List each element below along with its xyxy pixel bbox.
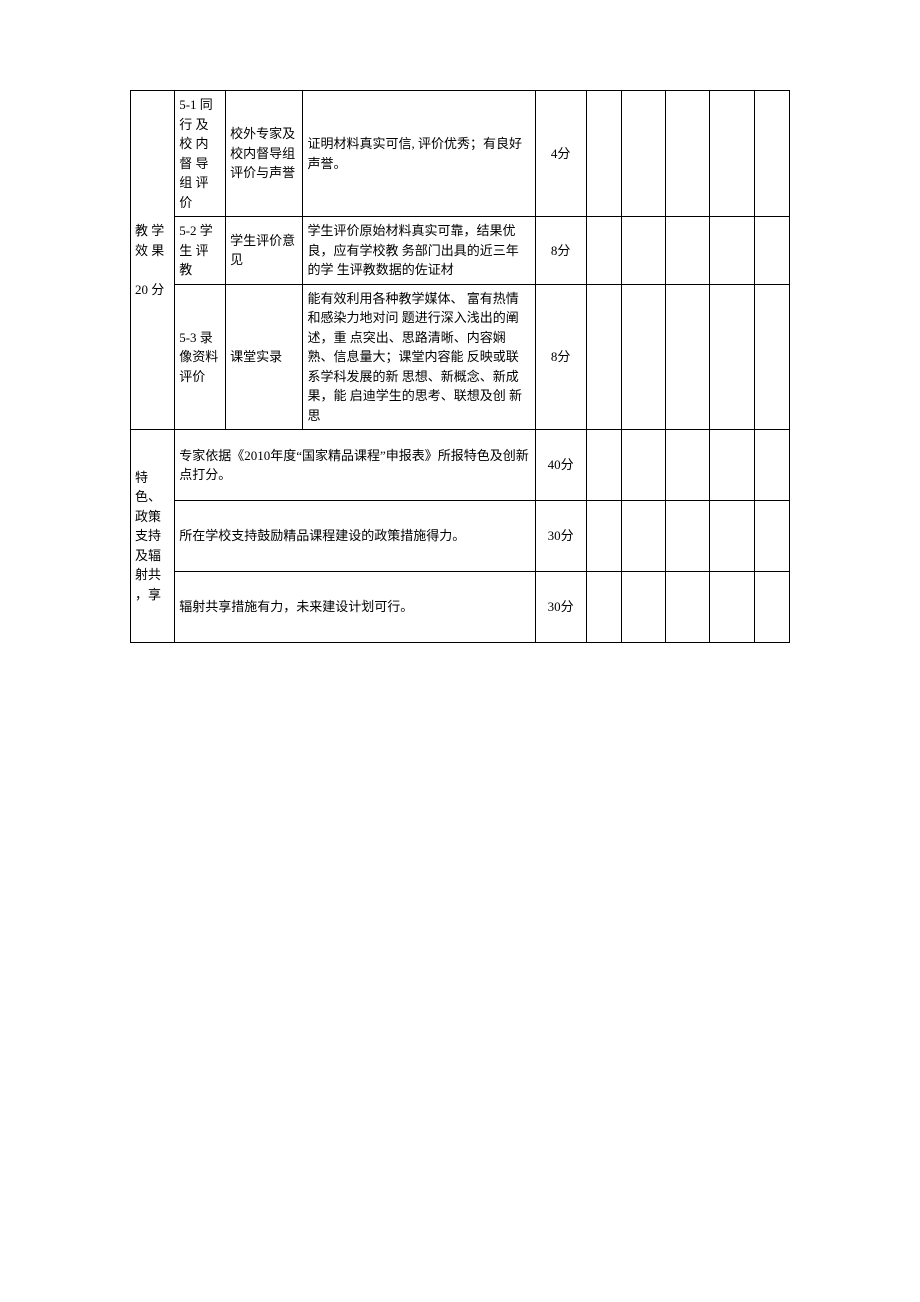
table-row: 5-3 录像资料 评价 课堂实录 能有效利用各种教学媒体、 富有热情和感染力地对… (131, 284, 790, 430)
empty-cell (666, 91, 710, 217)
page: 教 学 效 果 20 分 5-1 同 行 及 校 内 督 导 组 评 价 校外专… (0, 0, 920, 1302)
empty-cell (586, 91, 621, 217)
empty-cell (666, 430, 710, 501)
empty-cell (710, 430, 754, 501)
empty-cell (621, 430, 665, 501)
empty-cell (621, 284, 665, 430)
table-row: 教 学 效 果 20 分 5-1 同 行 及 校 内 督 导 组 评 价 校外专… (131, 91, 790, 217)
score-cell: 30分 (535, 501, 586, 572)
table-row: 特色、政策支持及辐射共 ，享 专家依据《2010年度“国家精品课程”申报表》所报… (131, 430, 790, 501)
item-cell: 学生评价意见 (226, 217, 303, 285)
desc-cell: 学生评价原始材料真实可靠，结果优良，应有学校教 务部门出具的近三年的学 生评教数… (303, 217, 535, 285)
empty-cell (621, 501, 665, 572)
empty-cell (586, 501, 621, 572)
empty-cell (586, 284, 621, 430)
score-cell: 30分 (535, 572, 586, 643)
table-row: 所在学校支持鼓励精品课程建设的政策措施得力。 30分 (131, 501, 790, 572)
empty-cell (666, 217, 710, 285)
item-cell: 校外专家及校内督导组评价与声誉 (226, 91, 303, 217)
category-cell: 特色、政策支持及辐射共 ，享 (131, 430, 175, 643)
empty-cell (621, 572, 665, 643)
sub-indicator-cell: 5-1 同 行 及 校 内 督 导 组 评 价 (175, 91, 226, 217)
sub-indicator-cell: 5-3 录像资料 评价 (175, 284, 226, 430)
empty-cell (710, 572, 754, 643)
item-cell: 课堂实录 (226, 284, 303, 430)
score-cell: 8分 (535, 284, 586, 430)
merged-desc-cell: 专家依据《2010年度“国家精品课程”申报表》所报特色及创新点打分。 (175, 430, 535, 501)
merged-desc-cell: 辐射共享措施有力，未来建设计划可行。 (175, 572, 535, 643)
empty-cell (621, 91, 665, 217)
empty-cell (586, 217, 621, 285)
empty-cell (710, 217, 754, 285)
sub-indicator-cell: 5-2 学生 评教 (175, 217, 226, 285)
merged-desc-cell: 所在学校支持鼓励精品课程建设的政策措施得力。 (175, 501, 535, 572)
score-cell: 40分 (535, 430, 586, 501)
evaluation-table: 教 学 效 果 20 分 5-1 同 行 及 校 内 督 导 组 评 价 校外专… (130, 90, 790, 643)
desc-cell: 能有效利用各种教学媒体、 富有热情和感染力地对问 题进行深入浅出的阐述，重 点突… (303, 284, 535, 430)
category-label: 教 学 效 果 20 分 (135, 221, 170, 299)
empty-cell (754, 430, 789, 501)
score-cell: 4分 (535, 91, 586, 217)
empty-cell (710, 501, 754, 572)
score-cell: 8分 (535, 217, 586, 285)
empty-cell (666, 501, 710, 572)
table-row: 5-2 学生 评教 学生评价意见 学生评价原始材料真实可靠，结果优良，应有学校教… (131, 217, 790, 285)
empty-cell (586, 430, 621, 501)
empty-cell (754, 501, 789, 572)
empty-cell (754, 572, 789, 643)
empty-cell (754, 91, 789, 217)
category-cell: 教 学 效 果 20 分 (131, 91, 175, 430)
empty-cell (754, 217, 789, 285)
empty-cell (710, 91, 754, 217)
empty-cell (754, 284, 789, 430)
empty-cell (586, 572, 621, 643)
category-label: 特色、政策支持及辐射共 ，享 (135, 468, 170, 605)
empty-cell (666, 572, 710, 643)
table-row: 辐射共享措施有力，未来建设计划可行。 30分 (131, 572, 790, 643)
empty-cell (666, 284, 710, 430)
empty-cell (621, 217, 665, 285)
empty-cell (710, 284, 754, 430)
desc-cell: 证明材料真实可信, 评价优秀；有良好声誉。 (303, 91, 535, 217)
